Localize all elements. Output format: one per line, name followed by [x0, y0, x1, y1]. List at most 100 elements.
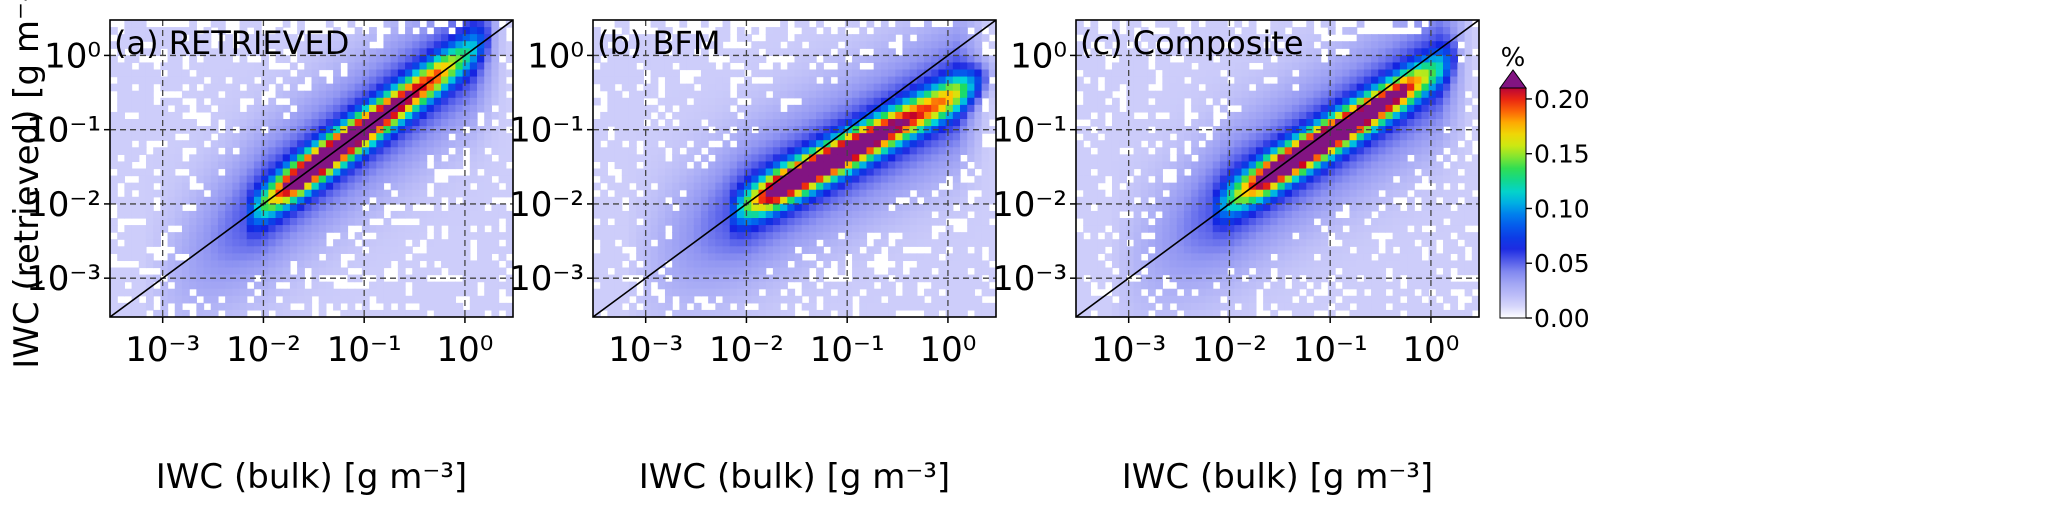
- density-cell: [823, 218, 832, 226]
- density-cell: [333, 119, 341, 127]
- density-cell: [772, 225, 781, 233]
- density-cell: [174, 147, 183, 155]
- density-cell: [722, 104, 731, 113]
- density-cell: [974, 147, 983, 155]
- density-cell: [1076, 196, 1084, 205]
- density-cell: [477, 295, 485, 304]
- density-cell: [722, 83, 731, 92]
- density-cell: [448, 111, 457, 120]
- density-cell: [1090, 260, 1099, 269]
- density-cell: [880, 189, 889, 198]
- density-cell: [794, 111, 803, 120]
- density-cell: [708, 274, 716, 283]
- density-cell: [1212, 147, 1221, 155]
- density-cell: [722, 147, 731, 155]
- density-cell: [1263, 69, 1271, 78]
- density-cell: [325, 210, 334, 219]
- density-cell: [110, 55, 118, 64]
- density-cell: [909, 69, 918, 78]
- density-cell: [823, 168, 832, 177]
- density-cell: [1234, 76, 1243, 85]
- density-cell: [491, 309, 500, 317]
- density-cell: [455, 203, 464, 212]
- density-cell: [1090, 175, 1099, 184]
- density-cell: [1277, 34, 1286, 42]
- density-cell: [952, 267, 961, 276]
- density-cell: [1255, 104, 1264, 113]
- density-cell: [117, 288, 125, 297]
- density-cell: [289, 288, 298, 297]
- density-heatmap: [110, 20, 513, 317]
- density-cell: [736, 119, 745, 127]
- density-cell: [866, 274, 875, 283]
- density-cell: [1241, 210, 1250, 219]
- density-cell: [758, 140, 767, 148]
- density-cell: [383, 20, 392, 28]
- density-cell: [931, 27, 940, 35]
- density-cell: [239, 281, 248, 290]
- density-cell: [1083, 288, 1091, 297]
- density-cell: [433, 154, 442, 163]
- density-cell: [593, 76, 601, 85]
- density-cell: [1263, 239, 1271, 247]
- density-cell: [837, 302, 846, 311]
- density-cell: [1205, 20, 1214, 28]
- density-cell: [1212, 189, 1221, 198]
- density-cell: [203, 274, 212, 283]
- density-cell: [902, 203, 911, 212]
- density-cell: [354, 154, 363, 163]
- density-cell: [1263, 189, 1271, 198]
- density-cell: [600, 203, 608, 212]
- density-cell: [1140, 203, 1149, 212]
- density-cell: [325, 154, 334, 163]
- density-cell: [261, 62, 269, 71]
- density-cell: [880, 119, 889, 127]
- density-cell: [1162, 62, 1171, 71]
- density-cell: [117, 196, 125, 205]
- density-cell: [390, 253, 399, 262]
- density-cell: [686, 246, 695, 254]
- density-cell: [902, 83, 911, 92]
- density-cell: [441, 147, 449, 155]
- density-cell: [1205, 295, 1214, 304]
- density-cell: [758, 309, 767, 317]
- density-cell: [866, 281, 875, 290]
- density-cell: [383, 90, 392, 99]
- density-cell: [145, 274, 154, 283]
- density-cell: [448, 182, 457, 191]
- density-cell: [1119, 203, 1127, 212]
- density-cell: [772, 69, 781, 78]
- density-cell: [931, 196, 940, 205]
- density-cell: [1255, 210, 1264, 219]
- density-cell: [1255, 111, 1264, 120]
- density-cell: [419, 189, 428, 198]
- density-cell: [895, 295, 904, 304]
- density-cell: [131, 309, 140, 317]
- density-cell: [679, 302, 688, 311]
- density-cell: [469, 260, 478, 269]
- density-cell: [246, 225, 255, 233]
- density-cell: [491, 62, 500, 71]
- density-cell: [1083, 260, 1091, 269]
- density-cell: [1104, 104, 1113, 113]
- density-cell: [505, 20, 513, 28]
- density-cell: [607, 104, 616, 113]
- density-cell: [952, 281, 961, 290]
- density-cell: [477, 154, 485, 163]
- density-cell: [253, 302, 262, 311]
- density-cell: [448, 218, 457, 226]
- density-cell: [621, 267, 630, 276]
- density-cell: [1119, 253, 1127, 262]
- density-cell: [210, 182, 219, 191]
- density-cell: [1212, 225, 1221, 233]
- density-cell: [823, 27, 832, 35]
- density-cell: [1248, 274, 1257, 283]
- density-cell: [866, 203, 875, 212]
- density-cell: [405, 246, 413, 254]
- density-cell: [304, 210, 313, 219]
- density-cell: [628, 189, 637, 198]
- density-cell: [873, 246, 882, 254]
- density-cell: [837, 295, 846, 304]
- density-cell: [672, 175, 680, 184]
- density-cell: [1263, 161, 1271, 170]
